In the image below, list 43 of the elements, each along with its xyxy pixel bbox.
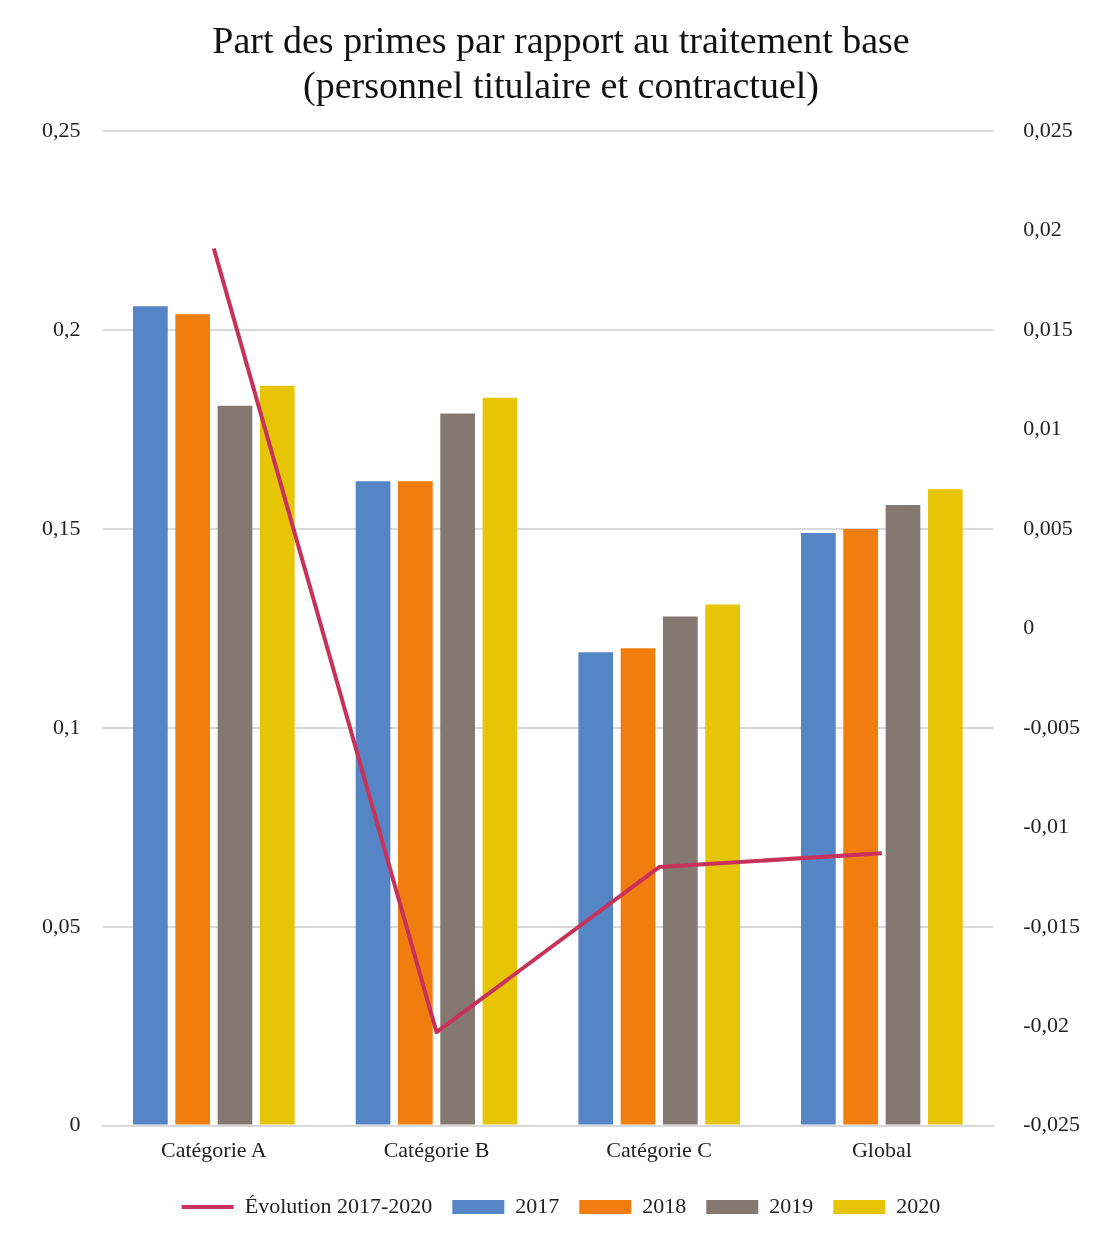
chart-title: Part des primes par rapport au traitement base (personnel titulaire et contractuel) <box>212 18 910 108</box>
y2-tick-label: -0,005 <box>1023 713 1080 739</box>
bar <box>440 413 475 1125</box>
y2-tick-label: 0,025 <box>1023 116 1073 142</box>
bar <box>175 314 211 1125</box>
y-tick-label: 0,05 <box>42 912 81 938</box>
x-tick-label: Catégorie A <box>160 1136 267 1162</box>
y2-tick-label: 0,02 <box>1023 216 1062 242</box>
bar <box>927 489 963 1125</box>
bar <box>482 397 518 1125</box>
bar <box>259 385 295 1125</box>
bar <box>885 505 921 1125</box>
bar <box>662 616 698 1125</box>
x-tick-label: Catégorie B <box>383 1136 490 1162</box>
y-tick-label: 0,1 <box>53 713 81 739</box>
legend-label: 2020 <box>896 1192 941 1218</box>
y2-tick-label: -0,01 <box>1023 813 1069 839</box>
y-tick-label: 0 <box>69 1111 81 1137</box>
legend-label: Évolution 2017-2020 <box>244 1192 433 1218</box>
legend-label: 2018 <box>642 1192 687 1218</box>
legend-label: 2017 <box>515 1192 560 1218</box>
y-tick-label: 0,2 <box>53 315 81 341</box>
y2-tick-label: 0,005 <box>1023 514 1073 540</box>
bar <box>801 532 836 1125</box>
bar <box>217 405 253 1125</box>
bar <box>620 648 656 1125</box>
y2-tick-label: 0 <box>1023 614 1035 640</box>
x-tick-label: Global <box>851 1136 912 1162</box>
bar <box>133 306 168 1125</box>
y2-tick-label: -0,025 <box>1023 1111 1080 1137</box>
bar <box>843 528 879 1125</box>
y2-tick-label: -0,02 <box>1023 1011 1069 1037</box>
y2-tick-label: -0,015 <box>1023 912 1080 938</box>
y-tick-label: 0,15 <box>42 514 81 540</box>
x-tick-label: Catégorie C <box>606 1136 713 1162</box>
y-tick-label: 0,25 <box>42 116 81 142</box>
y2-tick-label: 0,01 <box>1023 415 1062 441</box>
bar <box>578 652 614 1125</box>
bar <box>705 604 740 1125</box>
bar <box>355 481 391 1125</box>
y2-tick-label: 0,015 <box>1023 315 1073 341</box>
legend-label: 2019 <box>769 1192 814 1218</box>
bar <box>398 481 433 1125</box>
